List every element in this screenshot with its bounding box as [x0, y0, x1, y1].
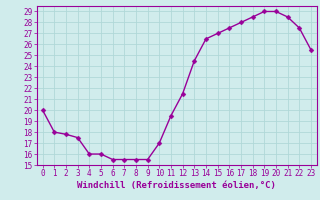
X-axis label: Windchill (Refroidissement éolien,°C): Windchill (Refroidissement éolien,°C) [77, 181, 276, 190]
